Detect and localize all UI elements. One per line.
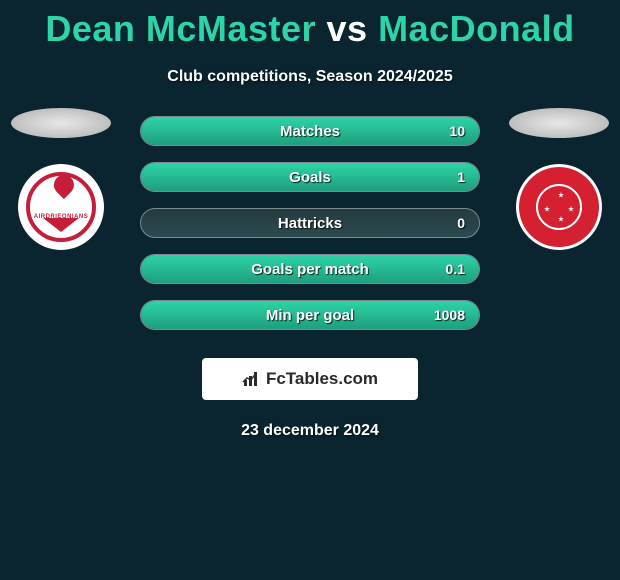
player1-avatar [11,108,111,138]
player1-name: Dean McMaster [45,8,316,49]
page-title: Dean McMaster vs MacDonald [0,0,620,50]
stat-right-value: 10 [449,123,465,139]
club2-badge [516,164,602,250]
stat-right-value: 0.1 [446,261,465,277]
date-text: 23 december 2024 [0,422,620,440]
vs-text: vs [327,8,368,49]
stat-row: Min per goal 1008 [140,300,480,330]
stat-label: Goals [289,169,331,186]
stat-right-value: 1008 [434,307,465,323]
stats-list: Matches 10 Goals 1 Hattricks 0 Goals per… [140,116,480,330]
brand-badge[interactable]: FcTables.com [202,358,418,400]
club1-badge-label: AIRDRIEONIANS [18,214,104,220]
stat-label: Min per goal [266,307,354,324]
brand-text: FcTables.com [266,369,378,389]
player2-avatar [509,108,609,138]
stat-label: Hattricks [278,215,342,232]
comparison-panel: AIRDRIEONIANS Matches 10 Goals 1 [0,116,620,440]
stat-label: Matches [280,123,340,140]
stat-row: Goals 1 [140,162,480,192]
stat-row: Matches 10 [140,116,480,146]
stat-right-value: 0 [457,215,465,231]
club1-badge: AIRDRIEONIANS [18,164,104,250]
stat-row: Hattricks 0 [140,208,480,238]
stat-right-value: 1 [457,169,465,185]
right-column [504,108,614,250]
stat-row: Goals per match 0.1 [140,254,480,284]
stat-label: Goals per match [251,261,369,278]
player2-name: MacDonald [378,8,575,49]
chart-icon [242,370,260,388]
left-column: AIRDRIEONIANS [6,108,116,250]
subtitle: Club competitions, Season 2024/2025 [0,68,620,86]
